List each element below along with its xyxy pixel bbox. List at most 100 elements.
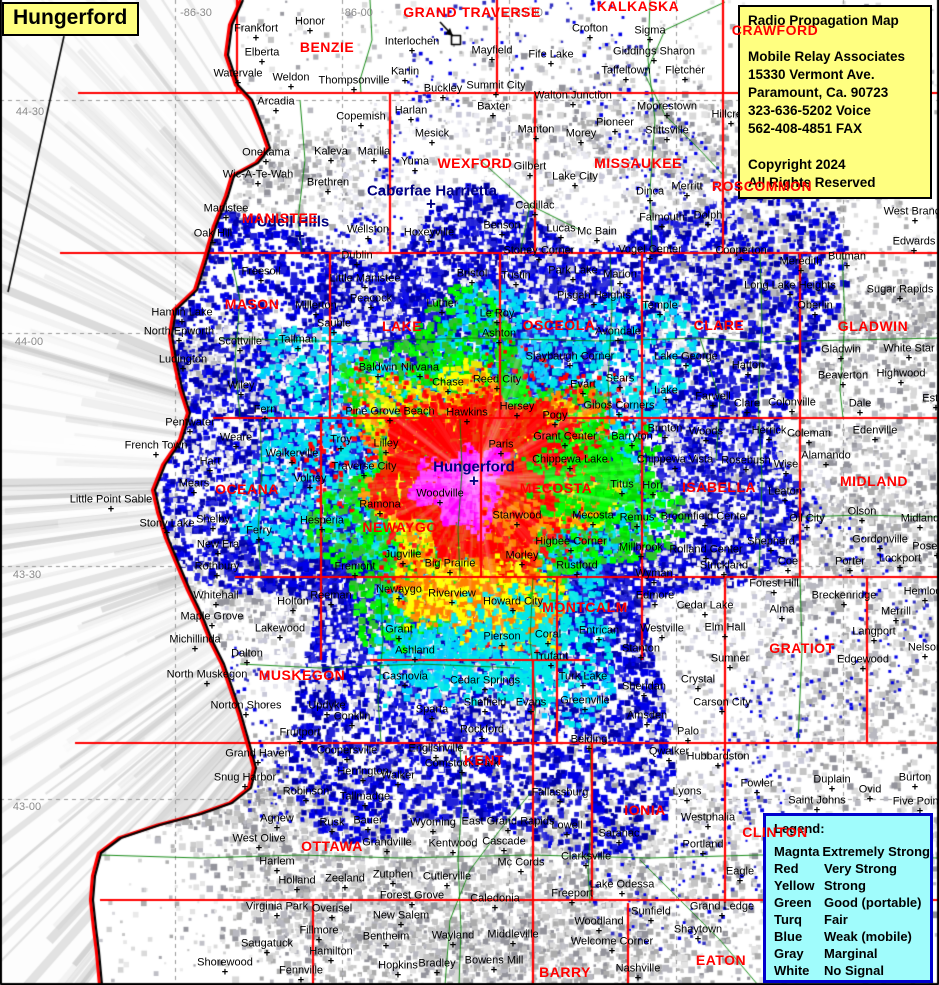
town-marker: + — [743, 407, 751, 420]
town-marker: + — [589, 519, 597, 532]
town-marker: + — [518, 559, 526, 572]
town-label: Pentwater — [165, 416, 215, 429]
town-marker: + — [718, 910, 726, 923]
town-marker: + — [647, 915, 655, 928]
town-label: Duplain — [813, 773, 851, 786]
town-label: Frankfort — [233, 22, 279, 35]
town-marker: + — [288, 457, 296, 470]
town-marker: + — [547, 58, 555, 71]
town-marker: + — [438, 307, 446, 320]
town-marker: + — [395, 593, 403, 606]
town-label: Ashton — [481, 327, 517, 340]
legend-row: Gray Marginal — [774, 945, 930, 962]
town-label: Lakewood — [254, 622, 306, 635]
county-label: BENZIE — [299, 39, 355, 55]
legend-row: White No Signal — [774, 962, 930, 979]
county-label: KENT — [463, 752, 505, 768]
town-marker: + — [916, 522, 924, 535]
town-marker: + — [481, 684, 489, 697]
town-label: Wise — [773, 458, 799, 471]
town-label: Mc Bain — [577, 225, 617, 238]
town-label: New Era — [196, 538, 240, 551]
town-label: Leaton — [768, 485, 802, 498]
town-marker: + — [843, 260, 851, 273]
town-marker: + — [753, 787, 761, 800]
town-marker: + — [221, 966, 229, 979]
town-marker: + — [273, 910, 281, 923]
town-label: North Epworth — [143, 325, 215, 338]
town-marker: + — [681, 74, 689, 87]
town-marker: + — [566, 463, 574, 476]
town-marker: + — [590, 299, 598, 312]
town-label: Morley — [505, 549, 539, 562]
town-marker: + — [671, 463, 679, 476]
town-label: Merrill — [881, 605, 911, 618]
town-marker: + — [468, 277, 476, 290]
town-marker: + — [840, 599, 848, 612]
county-label: BARRY — [539, 964, 591, 980]
town-label: Reed City — [472, 373, 522, 386]
town-label: Bristol — [456, 267, 488, 280]
town-label: Wyman — [635, 567, 673, 580]
town-label: Hart — [199, 455, 221, 468]
town-label: Arcadia — [257, 95, 295, 108]
site-marker: + — [469, 471, 479, 491]
town-label: Traverse City — [331, 460, 397, 473]
town-label: Lucas — [546, 222, 576, 235]
town-label: Coe — [777, 555, 799, 568]
town-label: Benson — [483, 219, 521, 232]
town-marker: + — [704, 821, 712, 834]
town-marker: + — [513, 410, 521, 423]
town-label: Burton — [898, 771, 932, 784]
town-marker: + — [859, 663, 867, 676]
town-marker: + — [709, 400, 717, 413]
town-label: Updyke — [308, 699, 346, 712]
town-label: Marilla — [357, 145, 391, 158]
town-label: Morey — [565, 127, 597, 140]
town-marker: + — [327, 955, 335, 968]
town-label: Evart — [570, 378, 596, 391]
county-label: CLARE — [693, 317, 745, 333]
town-label: Fletcher — [665, 64, 705, 77]
town-label: Honor — [295, 15, 325, 28]
town-marker: + — [389, 878, 397, 891]
town-marker: + — [493, 317, 501, 330]
town-label: Jugville — [384, 548, 422, 561]
town-marker: + — [646, 34, 654, 47]
info-box-line: 323-636-5202 Voice — [748, 103, 871, 118]
town-label: Cooperton — [715, 244, 767, 257]
town-label: Stoney Corner — [503, 244, 575, 257]
town-label: Pine Grove Beach — [345, 405, 435, 418]
town-marker: + — [495, 337, 503, 350]
town-label: Dalton — [231, 647, 263, 660]
town-marker: + — [781, 495, 789, 508]
town-label: Forest Grove — [379, 889, 445, 902]
town-label: Conklin — [333, 710, 371, 723]
town-label: Poseyville — [912, 540, 939, 553]
town-marker: + — [209, 237, 217, 250]
town-marker: + — [727, 118, 735, 131]
town-marker: + — [408, 45, 416, 58]
town-marker: + — [699, 848, 707, 861]
town-label: Middleville — [487, 928, 539, 941]
town-marker: + — [497, 448, 505, 461]
town-label: Baldwin — [358, 361, 398, 374]
town-label: Fern — [253, 403, 277, 416]
town-label: Herrington — [337, 765, 389, 778]
town-marker: + — [858, 515, 866, 528]
town-marker: + — [916, 805, 924, 818]
town-marker: + — [579, 680, 587, 693]
town-marker: + — [650, 55, 658, 68]
site-marker: + — [295, 226, 305, 246]
county-label: MISSAUKEE — [594, 155, 682, 171]
town-marker: + — [563, 829, 571, 842]
legend-box: Legend: Magnta Extremely Strong Red Very St… — [763, 813, 933, 983]
town-marker: + — [449, 847, 457, 860]
town-marker: + — [786, 289, 794, 302]
town-marker: + — [797, 265, 805, 278]
town-label: Hersey — [499, 400, 535, 413]
town-marker: + — [616, 278, 624, 291]
map-title-box: Hungerford — [2, 2, 140, 36]
town-marker: + — [449, 939, 457, 952]
county-label: OCEANA — [215, 481, 279, 497]
